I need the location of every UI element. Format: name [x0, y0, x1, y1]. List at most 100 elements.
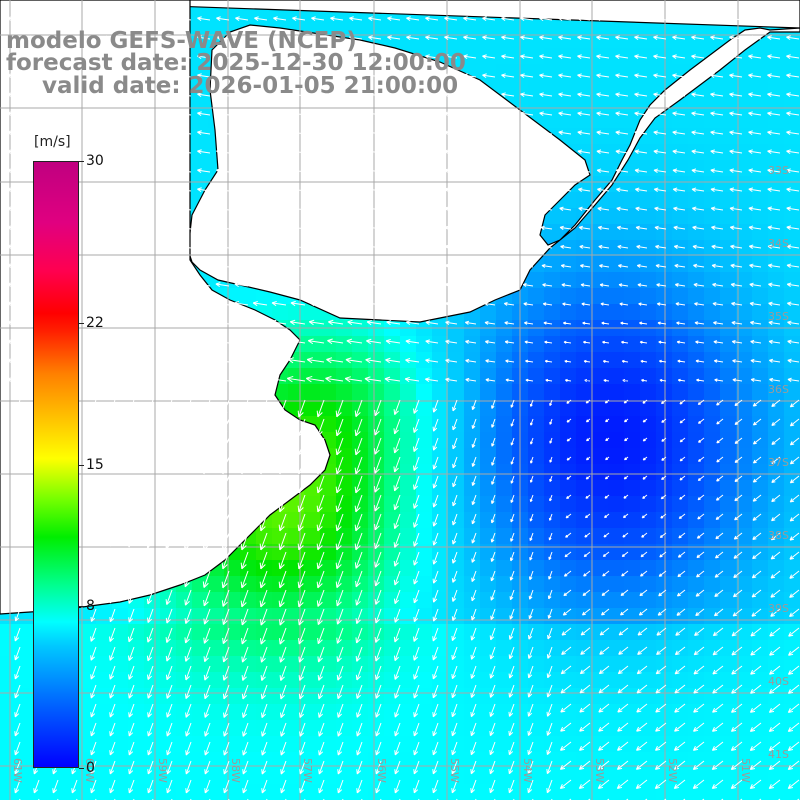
- wind-speed-cell: [192, 704, 209, 721]
- wind-speed-cell: [80, 624, 97, 641]
- wind-speed-cell: [240, 288, 257, 305]
- wind-arrow: [768, 684, 781, 694]
- wind-speed-cell: [544, 32, 561, 49]
- wind-arrow: [278, 456, 287, 475]
- wind-arrow: [273, 111, 287, 117]
- wind-speed-cell: [736, 752, 753, 769]
- wind-arrow: [90, 779, 97, 794]
- wind-arrow: [292, 73, 306, 79]
- wind-arrow: [26, 54, 40, 60]
- wind-arrow: [712, 665, 724, 675]
- wind-arrow: [642, 494, 648, 499]
- wind-speed-cell: [784, 64, 800, 81]
- wind-speed-cell: [688, 592, 705, 609]
- wind-speed-cell: [592, 480, 609, 497]
- wind-speed-cell: [784, 288, 800, 305]
- wind-arrow: [501, 206, 515, 211]
- wind-arrow: [292, 92, 306, 98]
- wind-speed-cell: [704, 752, 721, 769]
- wind-arrow: [337, 722, 344, 737]
- wind-speed-cell: [688, 192, 705, 209]
- wind-arrow: [355, 608, 363, 624]
- wind-arrow: [336, 665, 344, 681]
- latitude-label: 38S: [768, 529, 789, 542]
- wind-arrow: [789, 608, 800, 618]
- wind-arrow: [548, 532, 553, 541]
- wind-arrow: [196, 301, 211, 307]
- wind-speed-cell: [752, 112, 769, 129]
- wind-arrow: [560, 684, 572, 694]
- wind-arrow: [83, 282, 97, 288]
- wind-speed-cell: [688, 496, 705, 513]
- wind-speed-cell: [752, 256, 769, 273]
- wind-speed-cell: [336, 704, 353, 721]
- wind-speed-cell: [752, 96, 769, 113]
- wind-speed-cell: [400, 416, 417, 433]
- wind-arrow: [622, 378, 629, 383]
- wind-arrow: [413, 722, 420, 737]
- wind-arrow: [549, 437, 553, 444]
- wind-speed-cell: [736, 672, 753, 689]
- wind-arrow: [542, 283, 553, 287]
- wind-arrow: [128, 418, 135, 433]
- wind-speed-cell: [768, 304, 785, 321]
- wind-arrow: [508, 722, 515, 736]
- wind-arrow: [734, 494, 743, 502]
- wind-speed-cell: [400, 656, 417, 673]
- wind-speed-cell: [96, 640, 113, 657]
- wind-speed-cell: [528, 64, 545, 81]
- wind-arrow: [501, 149, 515, 155]
- wind-speed-cell: [608, 128, 625, 145]
- wind-arrow: [425, 73, 439, 79]
- wind-arrow: [147, 722, 154, 737]
- wind-arrow: [336, 684, 344, 700]
- wind-speed-cell: [304, 592, 321, 609]
- wind-speed-cell: [160, 736, 177, 753]
- wind-arrow: [768, 339, 781, 344]
- wind-arrow: [393, 570, 401, 586]
- wind-arrow: [677, 378, 686, 382]
- wind-speed-cell: [768, 80, 785, 97]
- wind-speed-cell: [368, 752, 385, 769]
- wind-speed-cell: [112, 656, 129, 673]
- wind-speed-cell: [752, 560, 769, 577]
- wind-speed-cell: [496, 576, 513, 593]
- wind-arrow: [672, 73, 686, 79]
- wind-arrow: [485, 359, 496, 363]
- colorbar-tick-mark: [79, 768, 84, 769]
- wind-arrow: [712, 282, 724, 287]
- wind-arrow: [292, 54, 306, 60]
- wind-speed-cell: [672, 560, 689, 577]
- wind-speed-cell: [736, 352, 753, 369]
- wind-arrow: [596, 92, 610, 98]
- wind-speed-cell: [704, 416, 721, 433]
- wind-arrow: [64, 73, 78, 79]
- wind-speed-cell: [240, 752, 257, 769]
- wind-arrow: [270, 338, 287, 345]
- wind-speed-cell: [416, 512, 433, 529]
- wind-speed-cell: [496, 496, 513, 513]
- wind-arrow: [71, 779, 78, 794]
- wind-arrow: [601, 321, 610, 325]
- wind-arrow: [624, 456, 629, 461]
- wind-arrow: [413, 437, 420, 452]
- wind-speed-cell: [624, 272, 641, 289]
- wind-speed-cell: [528, 704, 545, 721]
- wind-arrow: [273, 92, 287, 98]
- wind-arrow: [278, 399, 287, 418]
- wind-arrow: [730, 760, 743, 770]
- wind-arrow: [335, 418, 344, 437]
- wind-arrow: [159, 130, 173, 136]
- wind-arrow: [464, 320, 477, 325]
- wind-speed-cell: [256, 560, 273, 577]
- wind-speed-cell: [480, 384, 497, 401]
- wind-arrow: [368, 225, 382, 231]
- wind-speed-cell: [560, 128, 577, 145]
- wind-speed-cell: [416, 656, 433, 673]
- wind-speed-cell: [640, 608, 657, 625]
- wind-arrow: [520, 168, 534, 174]
- wind-speed-cell: [0, 752, 17, 769]
- wind-arrow: [444, 206, 458, 212]
- wind-arrow: [216, 168, 230, 174]
- wind-speed-cell: [16, 720, 33, 737]
